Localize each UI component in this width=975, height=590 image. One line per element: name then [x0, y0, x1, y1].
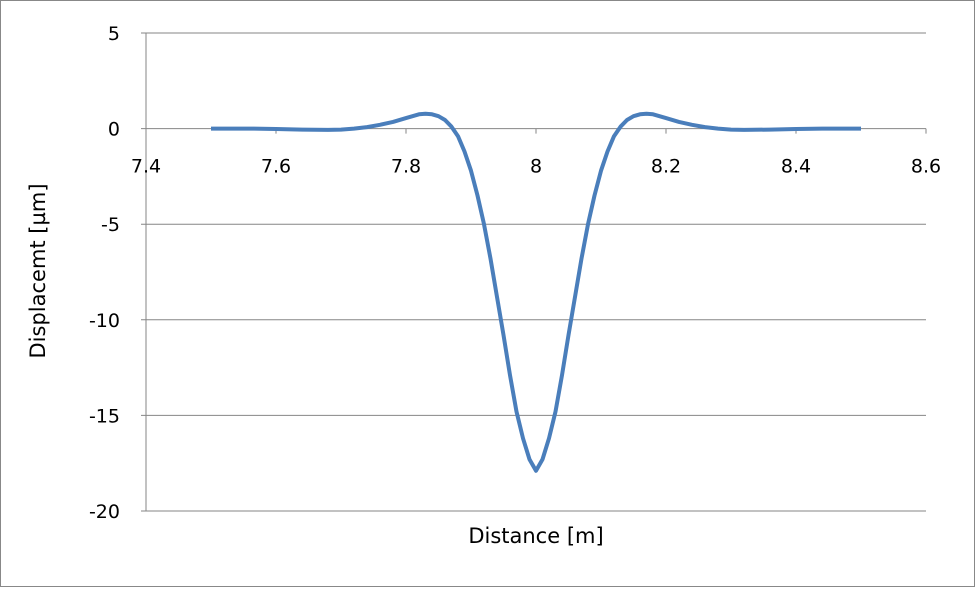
y-tick-label: -15 [89, 405, 120, 427]
x-tick-label: 8.4 [781, 156, 811, 178]
x-tick-label: 7.8 [391, 156, 421, 178]
y-tick-label: -10 [89, 310, 120, 332]
y-tick-label: -5 [101, 214, 120, 236]
x-tick-label: 8.2 [651, 156, 681, 178]
x-tick-label: 8 [530, 156, 542, 178]
series-line-displacement [211, 111, 861, 473]
x-tick-label: 8.6 [911, 156, 941, 178]
x-tick-label: 7.4 [131, 156, 161, 178]
y-tick-label: 0 [108, 119, 120, 141]
y-tick-label: -20 [89, 501, 120, 523]
y-tick-label: 5 [108, 23, 120, 45]
y-axis-label: Displacemt [µm] [26, 183, 50, 358]
x-axis-label: Distance [m] [468, 524, 603, 548]
x-tick-label: 7.6 [261, 156, 291, 178]
